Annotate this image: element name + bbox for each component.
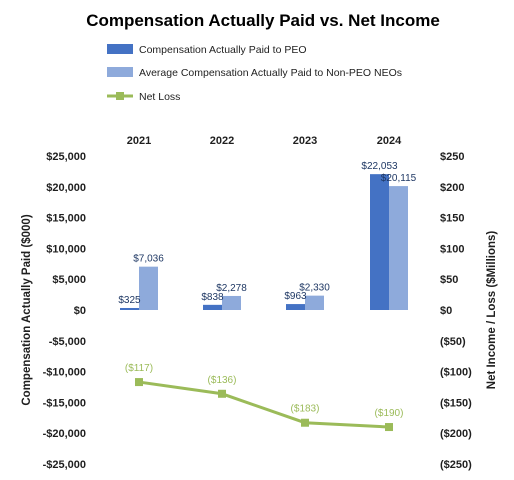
- bar-label-peo: $22,053: [361, 161, 398, 172]
- left-tick-label: -$20,000: [43, 428, 86, 440]
- right-axis-title: Net Income / Loss ($Millions): [486, 231, 498, 390]
- right-tick-label: $0: [440, 305, 452, 317]
- right-tick-label: $50: [440, 274, 458, 286]
- right-tick-label: ($250): [440, 459, 472, 471]
- right-tick-label: ($150): [440, 397, 472, 409]
- net-loss-marker: [385, 423, 393, 432]
- category-label: 2021: [127, 135, 151, 147]
- bar-label-peo: $838: [201, 292, 224, 303]
- legend-swatch-non-peo: [107, 67, 133, 77]
- net-loss-label: ($190): [375, 408, 404, 419]
- right-tick-label: ($200): [440, 428, 472, 440]
- left-tick-label: $0: [74, 305, 86, 317]
- bar-label-non-peo: $2,278: [216, 283, 247, 294]
- left-tick-label: $10,000: [46, 243, 86, 255]
- net-loss-label: ($136): [208, 375, 237, 386]
- net-loss-marker: [301, 418, 309, 427]
- legend-label-net-loss: Net Loss: [139, 91, 180, 103]
- legend-label-non-peo: Average Compensation Actually Paid to No…: [139, 67, 402, 79]
- category-label: 2023: [293, 135, 317, 147]
- bar-non-peo: [389, 186, 408, 310]
- net-loss-line: [138, 380, 390, 429]
- right-tick-label: $250: [440, 151, 464, 163]
- net-loss-marker: [218, 389, 226, 398]
- bar-peo: [203, 304, 222, 310]
- bar-peo: [286, 304, 305, 310]
- category-label: 2022: [210, 135, 234, 147]
- legend-label-peo: Compensation Actually Paid to PEO: [139, 44, 307, 56]
- net-loss-data-labels: ($117) ($136) ($183) ($190): [125, 363, 404, 419]
- category-label: 2024: [377, 135, 402, 147]
- net-loss-label: ($117): [125, 363, 153, 374]
- right-tick-label: $100: [440, 243, 464, 255]
- left-tick-label: $20,000: [46, 182, 86, 194]
- left-tick-label: -$5,000: [49, 336, 86, 348]
- bar-peo: [370, 174, 389, 310]
- bar-label-non-peo: $7,036: [133, 254, 164, 265]
- net-loss-marker: [135, 378, 143, 387]
- left-tick-label: $5,000: [52, 274, 86, 286]
- legend-swatch-peo: [107, 44, 133, 54]
- right-axis-ticks: $250 $200 $150 $100 $50 $0 ($50) ($100) ($150) ($…: [440, 151, 472, 471]
- left-axis-ticks: $25,000 $20,000 $15,000 $10,000 $5,000 $0 -$5,…: [43, 151, 86, 471]
- left-axis-title: Compensation Actually Paid ($000): [21, 214, 33, 405]
- legend-marker-net-loss: [116, 92, 124, 100]
- bar-non-peo: [305, 295, 324, 310]
- bar-data-labels: $325 $838 $963 $22,053 $7,036 $2,278 $2,330 $20…: [118, 161, 416, 306]
- left-tick-label: $25,000: [46, 151, 86, 163]
- left-tick-label: $15,000: [46, 213, 86, 225]
- bar-label-peo: $325: [118, 295, 141, 306]
- bar-series: [120, 174, 408, 310]
- bar-label-peo: $963: [284, 291, 307, 302]
- bar-label-non-peo: $2,330: [299, 283, 330, 294]
- bar-non-peo: [222, 295, 241, 310]
- left-tick-label: -$15,000: [43, 397, 86, 409]
- category-labels: 2021 2022 2023 2024: [127, 135, 402, 147]
- left-tick-label: -$10,000: [43, 367, 86, 379]
- net-loss-series: [135, 378, 393, 432]
- right-tick-label: ($50): [440, 336, 466, 348]
- bar-peo: [120, 307, 139, 310]
- bar-non-peo: [139, 266, 158, 310]
- bar-label-non-peo: $20,115: [381, 173, 417, 184]
- chart-title: Compensation Actually Paid vs. Net Incom…: [86, 11, 440, 30]
- net-loss-label: ($183): [291, 404, 320, 415]
- left-tick-label: -$25,000: [43, 459, 86, 471]
- right-tick-label: $150: [440, 213, 464, 225]
- right-tick-label: $200: [440, 182, 464, 194]
- chart-legend: Compensation Actually Paid to PEO Averag…: [107, 44, 402, 103]
- right-tick-label: ($100): [440, 367, 472, 379]
